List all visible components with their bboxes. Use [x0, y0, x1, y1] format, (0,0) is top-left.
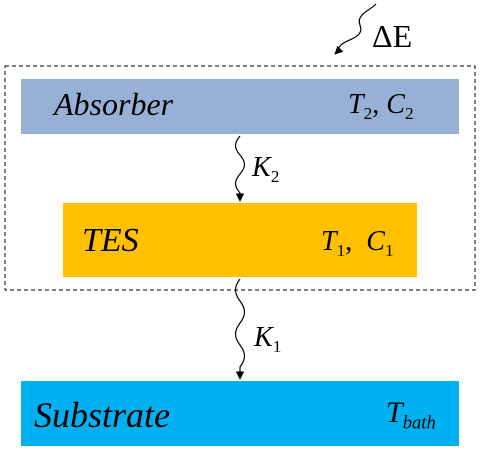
k1-conductance-arrow: [234, 278, 246, 380]
absorber-block: [21, 79, 459, 134]
substrate-block: [21, 381, 459, 446]
tes-block: [63, 203, 417, 277]
energy-input-label: ΔE: [372, 18, 413, 54]
substrate-params: Tbath: [386, 396, 436, 434]
k1-label: K1: [254, 322, 282, 357]
k2-conductance-arrow: [234, 135, 246, 202]
incoming-energy-arrow: [334, 3, 377, 55]
k2-label: K2: [252, 152, 280, 187]
system-boundary: [4, 65, 476, 291]
substrate-label: Substrate: [34, 395, 171, 435]
absorber-label: Absorber: [54, 86, 174, 122]
tes-label: TES: [82, 222, 139, 259]
tes-params: T1, C1: [321, 226, 394, 261]
absorber-params: T2, C2: [348, 89, 414, 124]
